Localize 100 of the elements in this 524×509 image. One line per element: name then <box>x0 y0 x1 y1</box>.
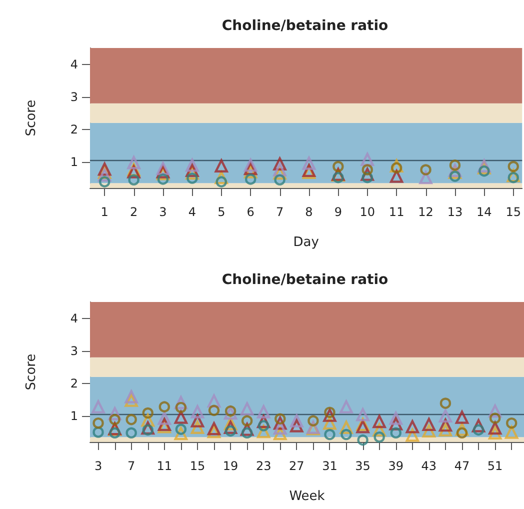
point <box>108 407 122 420</box>
point <box>356 420 370 434</box>
point <box>207 424 221 438</box>
point <box>142 424 154 436</box>
point <box>406 428 419 442</box>
point <box>158 412 171 425</box>
x-tick-label: 23 <box>256 459 272 473</box>
point <box>274 426 287 440</box>
x-tick-label: 3 <box>159 205 167 219</box>
point <box>489 412 501 424</box>
point <box>323 416 336 430</box>
point <box>244 158 258 172</box>
x-tick-label: 9 <box>334 205 342 219</box>
point <box>92 400 105 414</box>
point <box>190 405 204 418</box>
point <box>488 421 502 435</box>
point <box>449 160 461 171</box>
point <box>456 427 468 438</box>
point <box>438 423 452 437</box>
point <box>505 426 518 439</box>
point <box>241 415 253 426</box>
point <box>240 422 254 436</box>
point <box>290 414 304 428</box>
point <box>156 162 170 176</box>
point <box>98 168 112 182</box>
x-axis-title: Week <box>289 489 326 504</box>
point <box>438 409 452 423</box>
point <box>488 404 502 418</box>
point <box>422 424 436 438</box>
x-tick-label: 27 <box>289 459 304 473</box>
point <box>390 159 404 172</box>
chart-title: Choline/betaine ratio <box>222 18 389 34</box>
point <box>224 425 236 437</box>
point <box>308 415 319 426</box>
point <box>98 166 112 179</box>
point <box>207 394 221 408</box>
point <box>224 405 236 417</box>
point <box>257 414 270 428</box>
point <box>244 174 256 185</box>
point <box>244 165 258 178</box>
point <box>372 423 386 437</box>
x-tick-label: 35 <box>355 459 370 473</box>
point <box>472 424 484 436</box>
point <box>488 426 502 440</box>
x-tick-label: 47 <box>454 459 470 473</box>
x-axis-title: Day <box>293 235 320 250</box>
point <box>141 421 154 435</box>
point <box>126 414 137 426</box>
y-tick-label: 3 <box>70 90 78 104</box>
point <box>190 414 204 428</box>
point <box>257 424 270 438</box>
x-tick-label: 14 <box>476 205 492 219</box>
x-tick-label: 51 <box>487 459 503 473</box>
point <box>324 406 336 418</box>
point <box>390 162 402 174</box>
point <box>174 396 188 410</box>
x-tick-label: 7 <box>128 459 136 473</box>
point <box>340 420 353 434</box>
point <box>214 159 228 172</box>
point <box>360 152 374 166</box>
point <box>390 170 404 183</box>
point <box>127 156 140 170</box>
x-tick-label: 13 <box>447 205 463 219</box>
x-tick-label: 2 <box>130 205 138 219</box>
point <box>390 427 402 438</box>
point <box>374 432 385 443</box>
point <box>340 428 352 440</box>
x-tick-label: 43 <box>421 459 437 473</box>
point <box>323 408 336 422</box>
x-tick-label: 1 <box>100 205 108 219</box>
point <box>208 404 220 416</box>
point <box>438 418 452 432</box>
point <box>419 170 432 184</box>
point <box>449 170 461 182</box>
point <box>244 162 258 176</box>
point <box>224 417 238 430</box>
y-tick-label: 4 <box>70 311 78 326</box>
point <box>506 418 518 429</box>
point <box>274 421 287 435</box>
x-tick-label: 6 <box>246 205 254 219</box>
point <box>273 166 286 180</box>
point <box>274 174 286 186</box>
point <box>478 165 490 177</box>
point <box>99 176 110 188</box>
point <box>109 414 120 426</box>
point <box>224 420 238 434</box>
point <box>157 174 169 185</box>
x-tick-label: 7 <box>276 205 284 219</box>
point <box>214 170 228 184</box>
point <box>175 402 187 414</box>
point <box>186 158 199 172</box>
point <box>175 424 187 435</box>
y-tick-label: 2 <box>70 376 78 390</box>
point <box>158 401 170 412</box>
point <box>92 426 104 438</box>
x-tick-label: 19 <box>222 459 238 473</box>
point <box>174 410 188 424</box>
point <box>389 417 402 430</box>
point <box>186 166 199 180</box>
point <box>124 390 138 404</box>
